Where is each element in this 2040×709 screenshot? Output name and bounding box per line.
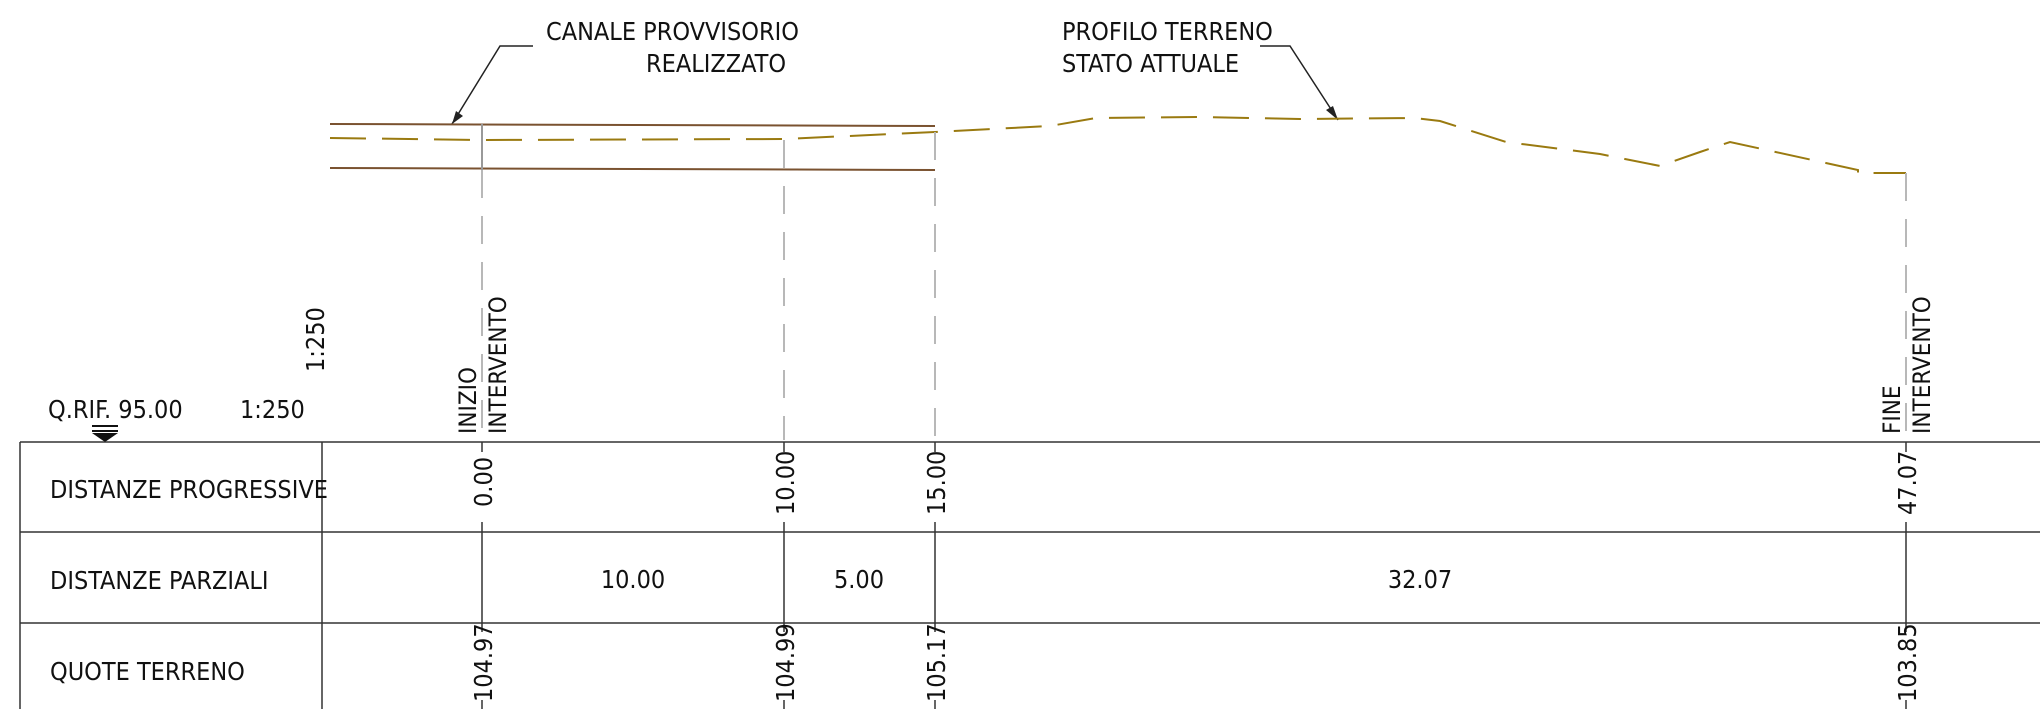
partial-value: 32.07 [1388,565,1452,594]
station-dashed-lines [481,124,1907,440]
partial-value: 5.00 [834,565,884,594]
partial-value: 10.00 [601,565,665,594]
start-marker-line1: INIZIO [454,367,482,434]
quota-value: 105.17 [922,623,951,702]
canale-leader-line [451,45,533,125]
canale-label-line1: CANALE PROVVISORIO [546,17,799,46]
profilo-label-line2: STATO ATTUALE [1062,49,1239,78]
quota-value: 104.99 [771,623,800,702]
quota-value: 103.85 [1893,623,1922,702]
profilo-label-line1: PROFILO TERRENO [1062,17,1273,46]
progressive-value: 0.00 [469,457,498,507]
profilo-leader-arrow [1326,106,1338,120]
profile-table [19,441,2040,709]
start-marker-line2: INTERVENTO [484,296,512,434]
end-marker-line2: INTERVENTO [1908,296,1936,434]
canale-leader-arrow [452,111,463,124]
profilo-leader-line [1260,45,1339,121]
progressive-value: 10.00 [771,451,800,515]
profilo-annotation: PROFILO TERRENO STATO ATTUALE [1062,17,1339,121]
table-station-ticks [481,442,1907,709]
quota-value: 104.97 [469,623,498,702]
row-label-quota: QUOTE TERRENO [50,657,245,686]
scale-vertical: 1:250 [301,307,330,372]
canale-annotation: CANALE PROVVISORIO REALIZZATO [451,17,799,125]
canale-label-line2: REALIZZATO [646,49,786,78]
progressive-value: 15.00 [922,451,951,515]
channel-bottom-line [329,167,936,171]
terrain-profile-line [329,115,1906,174]
scale-horizontal: 1:250 [240,395,305,424]
quota-riferimento: Q.RIF. 95.00 [48,395,183,424]
provisional-channel [329,123,936,171]
row-label-progressive: DISTANZE PROGRESSIVE [50,475,328,504]
progressive-value: 47.07 [1893,451,1922,515]
row-label-partial: DISTANZE PARZIALI [50,566,269,595]
reference-level-symbol [92,425,118,442]
end-marker-line1: FINE [1878,385,1906,434]
channel-top-line [329,123,936,127]
